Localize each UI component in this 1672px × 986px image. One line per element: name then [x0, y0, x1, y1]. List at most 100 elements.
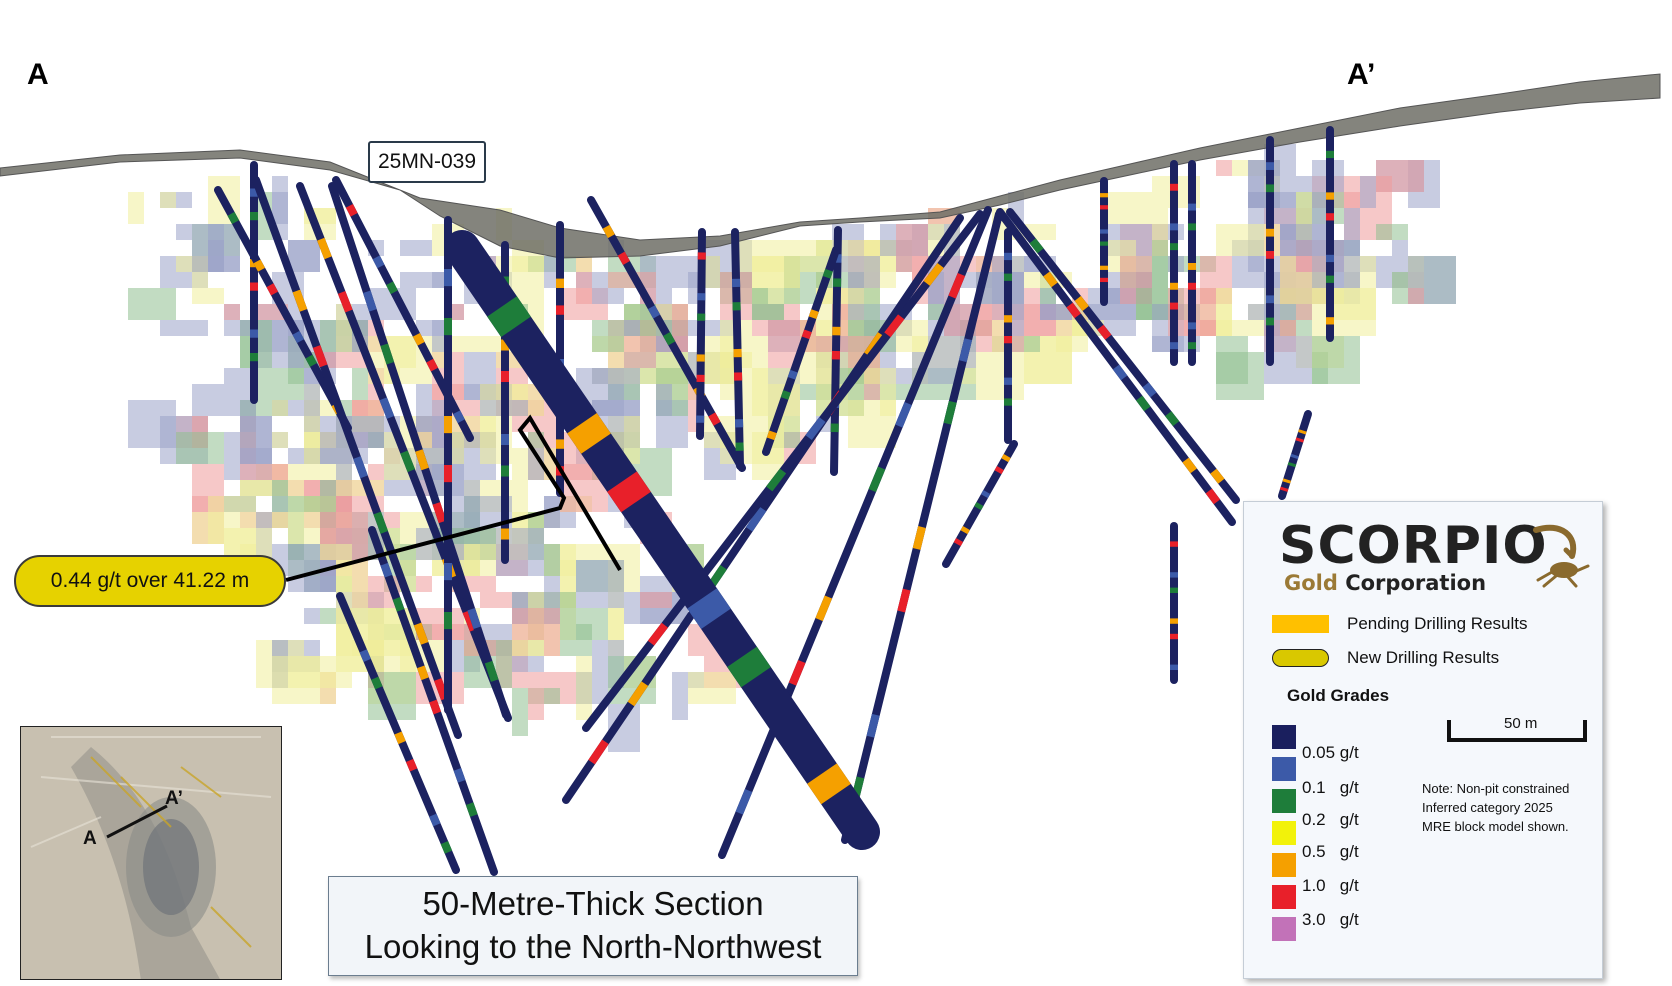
- model-block: [192, 512, 224, 544]
- model-block: [576, 608, 608, 640]
- gold-grades-title: Gold Grades: [1287, 686, 1390, 705]
- model-block: [1408, 288, 1424, 304]
- model-block: [464, 560, 480, 576]
- model-block: [1296, 288, 1344, 304]
- model-block: [1216, 224, 1248, 256]
- section-title-box: 50-Metre-Thick Section Looking to the No…: [328, 876, 858, 976]
- pending-swatch: [1272, 615, 1329, 633]
- drill-hole-grade-segment: [815, 595, 833, 622]
- drill-hole-grade-segment: [912, 526, 926, 550]
- drill-hole-grade-segment: [312, 345, 328, 368]
- model-block: [1216, 160, 1232, 176]
- model-block: [736, 240, 784, 272]
- callout-leader: [285, 414, 622, 582]
- drill-hole-grade-segment: [1182, 457, 1197, 474]
- model-block: [1360, 176, 1376, 208]
- pending-label: Pending Drilling Results: [1347, 614, 1528, 633]
- drill-hole-trace: [1006, 208, 1240, 504]
- drill-hole-grade-segment: [588, 739, 609, 765]
- drill-hole-grade-segment: [1287, 461, 1297, 468]
- model-block: [128, 288, 176, 320]
- grade-label-0: 0.05 g/t: [1302, 743, 1359, 762]
- inset-label-a-prime: A’: [165, 788, 183, 809]
- model-block: [640, 592, 672, 608]
- model-block: [976, 352, 1024, 400]
- drill-hole-grade-segment: [429, 699, 442, 715]
- model-block: [624, 416, 640, 464]
- model-block: [1312, 336, 1360, 384]
- drill-hole-grade-segment: [735, 788, 753, 815]
- drill-hole-grade-segment: [766, 468, 787, 492]
- drill-hole-grade-segment: [788, 659, 806, 686]
- drill-holes: [214, 126, 1334, 876]
- model-block: [576, 560, 624, 608]
- model-block: [336, 480, 384, 496]
- drill-hole-grade-segment: [866, 713, 880, 738]
- drill-hole-grade-segment: [884, 314, 905, 338]
- drill-hole-grade-segment: [801, 329, 812, 340]
- model-block: [752, 304, 784, 320]
- drill-hole-grade-segment: [602, 224, 615, 239]
- model-block: [704, 352, 752, 384]
- grade-swatch-3: [1272, 821, 1296, 845]
- model-block: [1312, 192, 1328, 240]
- model-block: [240, 480, 256, 496]
- drill-hole-grade-segment: [432, 502, 447, 524]
- model-block: [272, 432, 288, 448]
- drill-hole-grade-segment: [868, 466, 886, 493]
- model-block: [672, 688, 688, 720]
- drill-hole-grade-segment: [1142, 382, 1157, 398]
- drill-hole-grade-segment: [337, 290, 353, 313]
- model-block: [512, 640, 544, 656]
- model-block: [304, 368, 320, 416]
- model-block: [480, 432, 496, 448]
- model-block: [784, 240, 800, 288]
- intercept-callout: 0.44 g/t over 41.22 m: [14, 555, 286, 607]
- model-block: [1216, 336, 1248, 384]
- model-block: [224, 368, 256, 384]
- model-block: [416, 416, 448, 432]
- drill-hole-grade-segment: [1074, 295, 1089, 311]
- legend-pending-row: Pending Drilling Results: [1272, 614, 1527, 634]
- drill-hole-grade-segment: [429, 813, 441, 827]
- drill-hole-grade-segment: [400, 450, 416, 473]
- drill-hole-grade-segment: [687, 588, 731, 630]
- model-block: [320, 608, 336, 624]
- inset-label-a: A: [83, 828, 97, 849]
- drill-hole-grade-segment: [484, 660, 499, 682]
- new-label: New Drilling Results: [1347, 648, 1500, 667]
- drill-hole-grade-segment: [465, 802, 478, 817]
- drill-hole-grade-segment: [923, 262, 944, 286]
- model-block: [688, 672, 736, 704]
- model-block: [1296, 304, 1312, 320]
- drill-hole-grade-segment: [353, 456, 368, 479]
- drill-hole-grade-segment: [974, 502, 984, 511]
- model-block: [512, 656, 544, 672]
- model-block: [176, 224, 192, 240]
- model-block: [576, 656, 592, 688]
- drill-hole-grade-segment: [1210, 468, 1225, 484]
- drill-hole-grade-segment: [305, 354, 318, 367]
- model-block: [1376, 224, 1408, 240]
- model-block: [384, 512, 400, 528]
- drill-hole-grade-segment: [453, 768, 466, 783]
- drill-hole-trace: [718, 206, 992, 859]
- drill-hole-grade-segment: [787, 369, 798, 380]
- section-title-line1: 50-Metre-Thick Section: [422, 885, 764, 923]
- drill-hole-grade-segment: [1043, 271, 1058, 288]
- drill-hole-grade-segment: [392, 597, 405, 612]
- drill-hole-grade-segment: [895, 401, 912, 428]
- drill-hole-grade-segment: [663, 332, 676, 346]
- model-block: [864, 256, 880, 288]
- drill-hole-grade-segment: [822, 268, 833, 279]
- drill-hole-grade-segment: [292, 330, 305, 344]
- drill-hole-grade-segment: [1112, 364, 1128, 381]
- drill-hole-grade-segment: [960, 526, 970, 535]
- model-block: [352, 368, 368, 400]
- drill-hole-grade-segment: [808, 309, 819, 319]
- model-block: [128, 192, 144, 224]
- drill-hole-grade-segment: [405, 758, 418, 772]
- drill-hole-grade-segment: [412, 332, 425, 346]
- model-block: [704, 256, 720, 288]
- drill-hole-grade-segment: [253, 259, 266, 272]
